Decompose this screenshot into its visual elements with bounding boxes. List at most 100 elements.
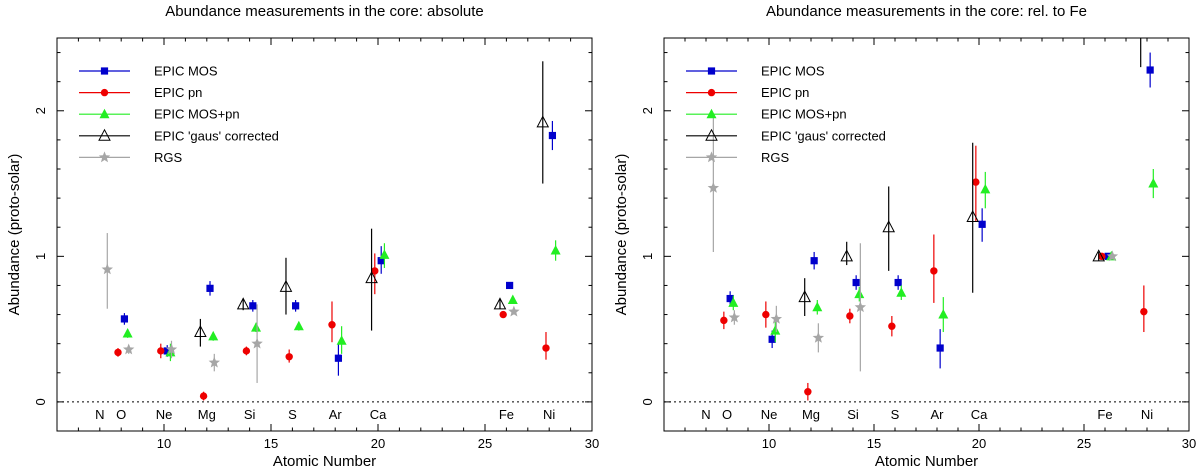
y-tick-label: 1 [33,253,48,260]
legend-label: EPIC pn [154,85,202,100]
x-tick-label: 15 [264,436,278,451]
data-point [536,115,550,128]
data-layer [707,38,1159,401]
y-tick-label: 1 [640,253,655,260]
data-point [206,284,214,292]
data-point [493,297,507,310]
chart-title: Abundance measurements in the core: abso… [165,3,484,20]
plot-frame [663,37,1190,432]
x-tick-label: 30 [1182,436,1196,451]
data-point [506,281,514,290]
data-point [1140,307,1148,316]
x-axis-label: Atomic Number [273,453,376,470]
data-point [208,356,220,368]
data-point [978,220,986,228]
data-point [122,327,133,338]
data-point [194,324,207,338]
element-label: Ne [761,407,778,422]
data-point [896,287,907,297]
element-label: Fe [499,407,514,422]
data-point [379,249,390,259]
y-axis-label: Abundance (proto-solar) [613,154,630,316]
data-point [499,310,507,319]
y-tick-label: 0 [33,398,48,405]
data-point [507,294,518,304]
legend-label: RGS [154,150,183,165]
data-point [251,322,262,332]
data-point [936,344,944,352]
data-point [707,181,720,193]
legend: EPIC MOS EPIC pn EPIC MOS+pn EPIC 'gaus' co… [686,64,886,165]
data-point [371,267,379,275]
data-point [365,271,378,284]
data-point [548,131,557,140]
x-tick-label: 20 [371,436,385,451]
series-1 [114,253,550,401]
element-label: Si [847,407,859,422]
data-point [846,312,854,320]
legend-label: EPIC MOS+pn [761,107,847,122]
x-tick-label: 10 [157,436,171,451]
data-point [930,267,938,275]
data-point [854,301,867,313]
data-point [882,220,896,233]
element-label: Ni [543,407,555,422]
data-point [377,257,385,265]
plot-frame [56,37,593,432]
legend-marker [100,67,109,75]
element-label: Mg [802,407,820,422]
element-label: Mg [198,407,216,422]
legend-label: RGS [761,150,790,165]
data-point [770,325,781,335]
element-label: Ca [971,407,988,422]
data-point [165,343,178,355]
series-2 [122,240,561,362]
data-point [762,310,770,319]
data-point [728,311,741,323]
legend-marker [100,88,109,97]
data-point [728,297,739,307]
data-point [1106,250,1119,262]
data-point [334,354,343,362]
y-tick-label: 0 [640,398,655,405]
element-label: Ar [329,407,343,422]
data-point [804,388,812,396]
data-point [966,209,980,223]
data-point [852,278,860,287]
data-point [720,316,728,325]
data-point [972,178,980,186]
data-point [810,257,818,265]
legend-label: EPIC MOS [154,64,218,79]
data-point [122,343,135,355]
data-point [199,392,208,400]
x-tick-label: 20 [972,436,986,451]
legend-marker [707,67,716,75]
legend-marker [705,151,718,163]
element-label: Ni [1141,407,1153,422]
y-tick-label: 2 [640,107,655,114]
data-point [542,344,550,352]
series-3 [798,38,1142,317]
y-axis-label: Abundance (proto-solar) [6,154,23,316]
element-label: S [288,407,297,422]
series-2 [728,169,1159,343]
legend-marker [98,151,111,163]
data-point [1104,252,1112,260]
data-point [242,347,251,355]
data-point [888,322,896,330]
data-point [812,331,825,343]
data-point [938,309,949,319]
x-tick-label: 25 [478,436,492,451]
legend-marker [707,88,716,97]
data-point [114,348,122,357]
data-point [236,297,250,310]
data-point [812,301,823,312]
series-4 [101,233,520,383]
element-label: Fe [1097,407,1112,422]
x-tick-label: 25 [1077,436,1091,451]
data-point [285,353,293,361]
data-point [550,245,561,255]
data-point [726,294,734,303]
data-point [508,305,520,317]
